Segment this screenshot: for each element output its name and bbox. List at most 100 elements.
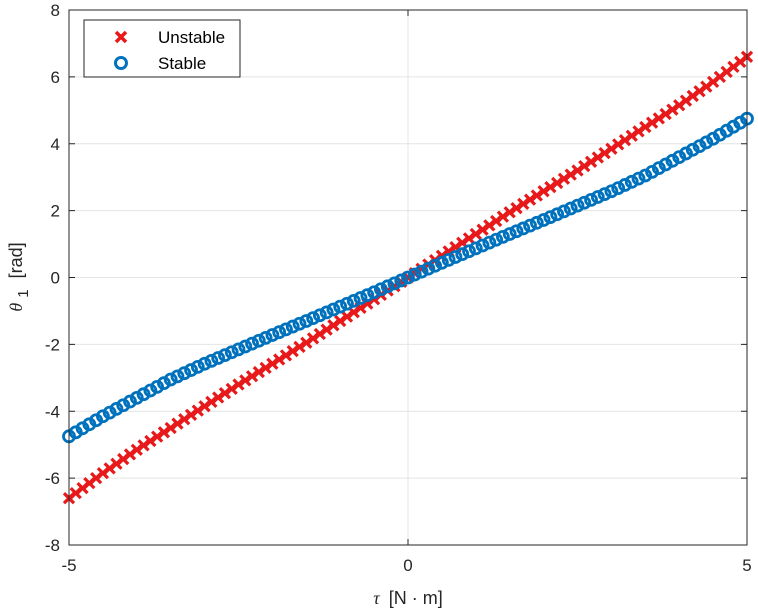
data-point	[143, 383, 158, 398]
data-point	[184, 408, 198, 422]
data-point	[313, 327, 326, 341]
data-point	[258, 330, 273, 345]
legend-marker-unstable	[114, 30, 128, 44]
data-point	[191, 404, 204, 417]
data-point	[306, 311, 320, 325]
data-point	[285, 319, 300, 334]
data-point	[163, 372, 178, 387]
data-point	[157, 376, 171, 391]
data-point	[367, 285, 382, 300]
data-point	[434, 255, 449, 270]
data-point	[394, 273, 409, 288]
data-point	[150, 379, 165, 394]
data-point	[190, 360, 205, 374]
data-point	[428, 258, 443, 273]
data-point	[666, 103, 679, 116]
data-point	[306, 332, 320, 345]
data-point	[441, 253, 456, 267]
x-axis-unit: [N · m]	[389, 588, 443, 608]
legend-marker-stable	[114, 56, 128, 70]
data-point	[205, 395, 218, 409]
data-point	[489, 232, 504, 247]
data-point	[320, 323, 333, 336]
data-point	[523, 218, 537, 233]
data-point	[387, 276, 402, 291]
y-tick-label: -6	[45, 469, 60, 488]
y-tick-label: 2	[51, 202, 60, 221]
data-point	[482, 235, 497, 250]
data-point	[516, 221, 531, 236]
data-point	[577, 195, 592, 210]
x-axis-label: τ [N · m]	[373, 588, 442, 608]
data-point	[476, 223, 489, 236]
data-point	[699, 135, 714, 150]
data-point	[597, 187, 612, 202]
data-point	[537, 185, 550, 198]
data-point	[326, 302, 341, 317]
data-point	[496, 210, 510, 223]
data-point	[259, 361, 272, 375]
x-axis-symbol: τ	[373, 588, 380, 608]
data-point	[590, 190, 605, 204]
data-point	[136, 387, 151, 402]
data-point	[672, 150, 687, 165]
data-point	[632, 125, 645, 138]
legend-box	[83, 19, 241, 78]
data-point	[164, 421, 177, 435]
data-point	[292, 316, 307, 331]
data-point	[144, 434, 157, 448]
data-point	[605, 142, 618, 155]
data-point	[238, 339, 253, 354]
data-point	[625, 129, 638, 142]
data-point	[245, 370, 259, 383]
data-point	[272, 325, 287, 340]
data-point	[496, 230, 510, 244]
series-stable	[62, 111, 754, 444]
data-point	[353, 291, 368, 305]
data-point	[483, 219, 496, 232]
data-point	[523, 193, 537, 206]
data-point	[448, 250, 463, 264]
data-point	[333, 299, 348, 314]
data-point	[604, 184, 619, 199]
data-point	[578, 160, 591, 173]
data-point	[279, 349, 293, 362]
data-point	[624, 174, 639, 189]
data-point	[239, 374, 252, 387]
data-point	[197, 356, 212, 371]
data-point	[178, 413, 191, 426]
data-point	[618, 133, 632, 147]
data-point	[544, 180, 557, 194]
data-point	[618, 178, 632, 192]
y-axis-label-group: θ 1 [rad]	[6, 242, 32, 311]
data-point	[557, 172, 571, 185]
data-point	[123, 394, 137, 409]
data-point	[129, 390, 144, 405]
data-point	[312, 308, 327, 323]
data-point	[503, 206, 516, 219]
data-point	[211, 351, 226, 365]
data-point	[517, 197, 530, 211]
data-point	[550, 207, 565, 222]
y-tick-label: 6	[51, 68, 60, 87]
data-point	[231, 342, 246, 357]
data-point	[645, 164, 659, 179]
data-point	[334, 314, 347, 328]
y-tick-label: -2	[45, 335, 60, 354]
data-point	[584, 155, 598, 168]
data-point	[611, 181, 626, 195]
data-point	[679, 146, 693, 161]
data-point	[529, 215, 544, 230]
data-point	[116, 398, 131, 413]
data-point	[469, 227, 482, 241]
data-point	[612, 138, 625, 151]
data-point	[530, 189, 543, 202]
data-point	[639, 120, 652, 134]
data-point	[373, 282, 388, 297]
data-point	[170, 369, 185, 384]
data-point	[475, 238, 490, 253]
data-point	[286, 344, 299, 358]
data-point	[651, 161, 666, 176]
data-point	[631, 171, 646, 186]
data-point	[551, 176, 564, 190]
